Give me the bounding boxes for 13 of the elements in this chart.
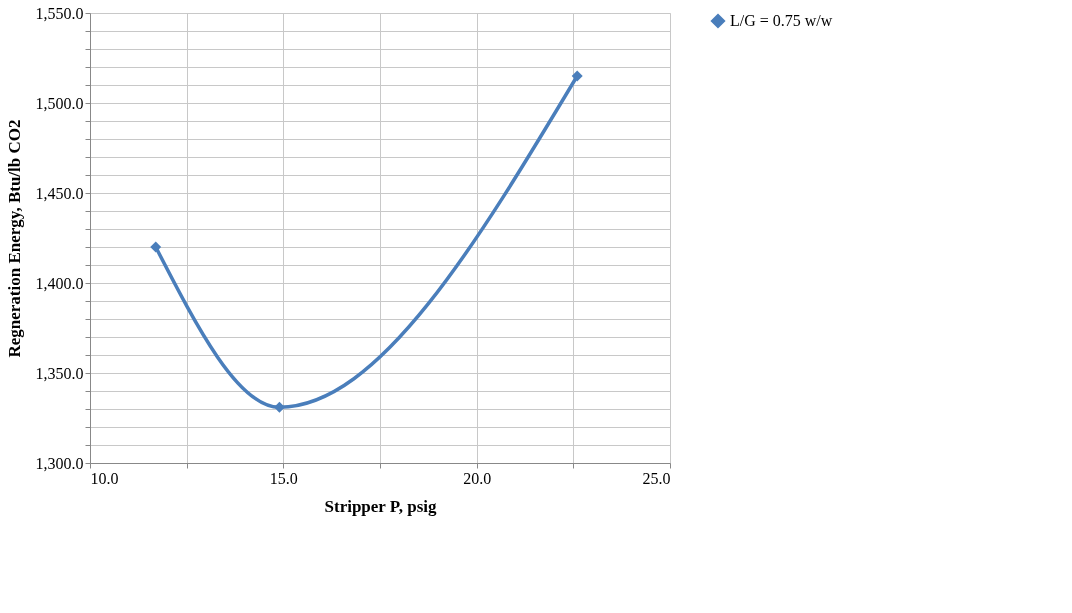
x-tick-label: 10.0 [90, 469, 119, 487]
x-axis-title: Stripper P, psig [324, 496, 437, 516]
y-tick-label: 1,450.0 [35, 184, 84, 202]
y-tick-label: 1,300.0 [35, 454, 84, 472]
y-axis-title: Regneration Energy, Btu/lb CO2 [4, 119, 24, 358]
y-tick-label: 1,400.0 [35, 274, 84, 292]
x-tick-label: 25.0 [642, 469, 671, 487]
y-tick-label: 1,550.0 [35, 4, 84, 22]
legend-label: L/G = 0.75 w/w [730, 12, 833, 29]
x-tick-label: 20.0 [463, 469, 492, 487]
y-tick-label: 1,350.0 [35, 364, 84, 382]
x-tick-label: 15.0 [269, 469, 298, 487]
y-tick-label: 1,500.0 [35, 94, 84, 112]
